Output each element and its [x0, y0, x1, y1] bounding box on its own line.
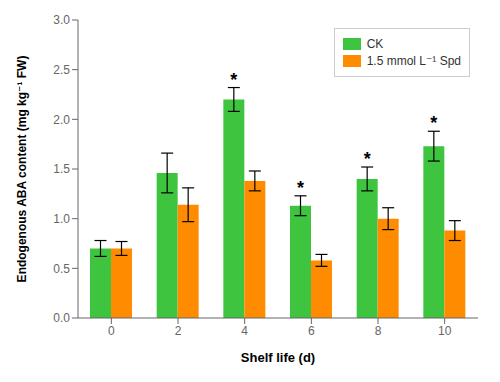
- svg-text:1.5: 1.5: [53, 162, 70, 176]
- svg-text:*: *: [230, 70, 237, 90]
- svg-text:0.0: 0.0: [53, 311, 70, 325]
- svg-text:2.5: 2.5: [53, 63, 70, 77]
- svg-text:*: *: [430, 113, 437, 133]
- html-text:1.5 mmol L⁻¹ Spd: 1.5 mmol L⁻¹ Spd: [366, 54, 461, 68]
- svg-text:0: 0: [108, 324, 115, 338]
- svg-text:1.0: 1.0: [53, 212, 70, 226]
- svg-text:Endogenous ABA content (mg kg⁻: Endogenous ABA content (mg kg⁻¹ FW): [15, 56, 29, 283]
- html-text:CK: CK: [366, 37, 384, 51]
- svg-text:8: 8: [375, 324, 382, 338]
- svg-text:6: 6: [308, 324, 315, 338]
- svg-text:Shelf life (d): Shelf life (d): [241, 350, 315, 365]
- svg-text:0.5: 0.5: [53, 262, 70, 276]
- svg-text:3.0: 3.0: [53, 13, 70, 27]
- svg-text:4: 4: [241, 324, 248, 338]
- svg-text:10: 10: [438, 324, 452, 338]
- svg-text:2: 2: [175, 324, 182, 338]
- svg-text:*: *: [297, 178, 304, 198]
- svg-text:*: *: [364, 149, 371, 169]
- svg-text:2.0: 2.0: [53, 113, 70, 127]
